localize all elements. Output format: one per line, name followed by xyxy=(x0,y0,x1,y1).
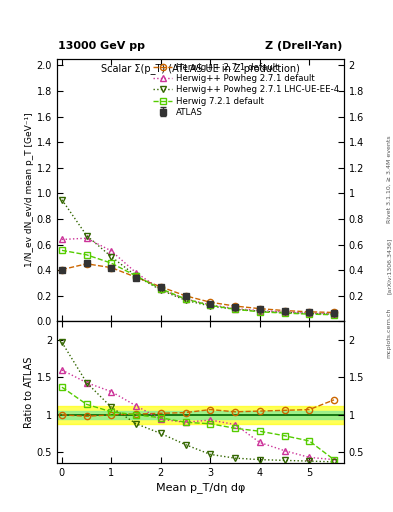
Y-axis label: 1/N_ev dN_ev/d mean p_T [GeV⁻¹]: 1/N_ev dN_ev/d mean p_T [GeV⁻¹] xyxy=(25,113,34,267)
Text: [arXiv:1306.3436]: [arXiv:1306.3436] xyxy=(387,238,392,294)
Line: Herwig++ 2.7.1 default: Herwig++ 2.7.1 default xyxy=(59,261,337,315)
Herwig++ 2.7.1 default xyxy=(183,293,188,299)
Herwig++ 2.7.1 default xyxy=(109,265,114,271)
Herwig 7.2.1 default xyxy=(60,247,64,253)
Herwig++ Powheg 2.7.1 default xyxy=(109,248,114,254)
Herwig 7.2.1 default xyxy=(84,252,89,258)
Herwig 7.2.1 default xyxy=(134,273,138,279)
Herwig 7.2.1 default xyxy=(282,310,287,316)
Herwig++ 2.7.1 default xyxy=(134,274,138,281)
Herwig++ Powheg 2.7.1 default xyxy=(183,296,188,302)
Herwig++ Powheg 2.7.1 default xyxy=(158,286,163,292)
Herwig++ Powheg 2.7.1 LHC-UE-EE-4 xyxy=(282,309,287,315)
Herwig++ 2.7.1 default xyxy=(208,299,213,305)
Herwig++ Powheg 2.7.1 LHC-UE-EE-4 xyxy=(233,306,237,312)
Herwig++ 2.7.1 default xyxy=(158,284,163,290)
Herwig++ Powheg 2.7.1 LHC-UE-EE-4 xyxy=(307,310,312,316)
Herwig++ Powheg 2.7.1 default xyxy=(332,311,336,317)
X-axis label: Mean p_T/dη dφ: Mean p_T/dη dφ xyxy=(156,482,245,493)
Herwig++ Powheg 2.7.1 LHC-UE-EE-4 xyxy=(183,297,188,304)
Herwig++ 2.7.1 default xyxy=(332,309,336,315)
Line: Herwig 7.2.1 default: Herwig 7.2.1 default xyxy=(59,247,337,318)
Herwig++ 2.7.1 default xyxy=(60,266,64,272)
Text: Scalar Σ(p_T) (ATLAS UE in Z production): Scalar Σ(p_T) (ATLAS UE in Z production) xyxy=(101,63,300,74)
Herwig++ 2.7.1 default xyxy=(257,306,262,312)
Legend: Herwig++ 2.7.1 default, Herwig++ Powheg 2.7.1 default, Herwig++ Powheg 2.7.1 LHC: Herwig++ 2.7.1 default, Herwig++ Powheg … xyxy=(151,61,341,118)
Herwig++ Powheg 2.7.1 LHC-UE-EE-4 xyxy=(332,311,336,317)
Herwig 7.2.1 default xyxy=(257,309,262,315)
Bar xyxy=(57,406,344,424)
Herwig 7.2.1 default xyxy=(183,296,188,302)
Herwig 7.2.1 default xyxy=(208,303,213,309)
Herwig++ Powheg 2.7.1 default xyxy=(60,237,64,243)
Herwig++ Powheg 2.7.1 LHC-UE-EE-4 xyxy=(60,197,64,203)
Line: Herwig++ Powheg 2.7.1 LHC-UE-EE-4: Herwig++ Powheg 2.7.1 LHC-UE-EE-4 xyxy=(59,197,337,317)
Herwig++ Powheg 2.7.1 LHC-UE-EE-4 xyxy=(208,303,213,309)
Herwig++ Powheg 2.7.1 default xyxy=(233,306,237,312)
Herwig++ Powheg 2.7.1 default xyxy=(84,235,89,241)
Herwig++ Powheg 2.7.1 default xyxy=(134,270,138,276)
Herwig++ 2.7.1 default xyxy=(233,303,237,309)
Herwig++ 2.7.1 default xyxy=(282,308,287,314)
Herwig++ Powheg 2.7.1 LHC-UE-EE-4 xyxy=(134,273,138,279)
Herwig++ Powheg 2.7.1 default xyxy=(307,310,312,316)
Herwig++ Powheg 2.7.1 LHC-UE-EE-4 xyxy=(257,308,262,314)
Bar xyxy=(57,411,344,418)
Text: Rivet 3.1.10, ≥ 3.4M events: Rivet 3.1.10, ≥ 3.4M events xyxy=(387,135,392,223)
Herwig++ Powheg 2.7.1 default xyxy=(282,309,287,315)
Text: Z (Drell-Yan): Z (Drell-Yan) xyxy=(265,41,343,51)
Herwig++ Powheg 2.7.1 default xyxy=(208,302,213,308)
Text: 13000 GeV pp: 13000 GeV pp xyxy=(58,41,145,51)
Herwig 7.2.1 default xyxy=(307,311,312,317)
Herwig++ Powheg 2.7.1 LHC-UE-EE-4 xyxy=(109,253,114,260)
Y-axis label: Ratio to ATLAS: Ratio to ATLAS xyxy=(24,357,34,428)
Herwig 7.2.1 default xyxy=(233,306,237,312)
Herwig++ Powheg 2.7.1 default xyxy=(257,308,262,314)
Herwig++ 2.7.1 default xyxy=(84,261,89,267)
Herwig++ 2.7.1 default xyxy=(307,309,312,315)
Herwig 7.2.1 default xyxy=(332,312,336,318)
Text: mcplots.cern.ch: mcplots.cern.ch xyxy=(387,308,392,358)
Line: Herwig++ Powheg 2.7.1 default: Herwig++ Powheg 2.7.1 default xyxy=(59,235,337,317)
Herwig++ Powheg 2.7.1 LHC-UE-EE-4 xyxy=(158,287,163,293)
Herwig 7.2.1 default xyxy=(158,286,163,292)
Herwig++ Powheg 2.7.1 LHC-UE-EE-4 xyxy=(84,232,89,239)
Herwig 7.2.1 default xyxy=(109,260,114,266)
